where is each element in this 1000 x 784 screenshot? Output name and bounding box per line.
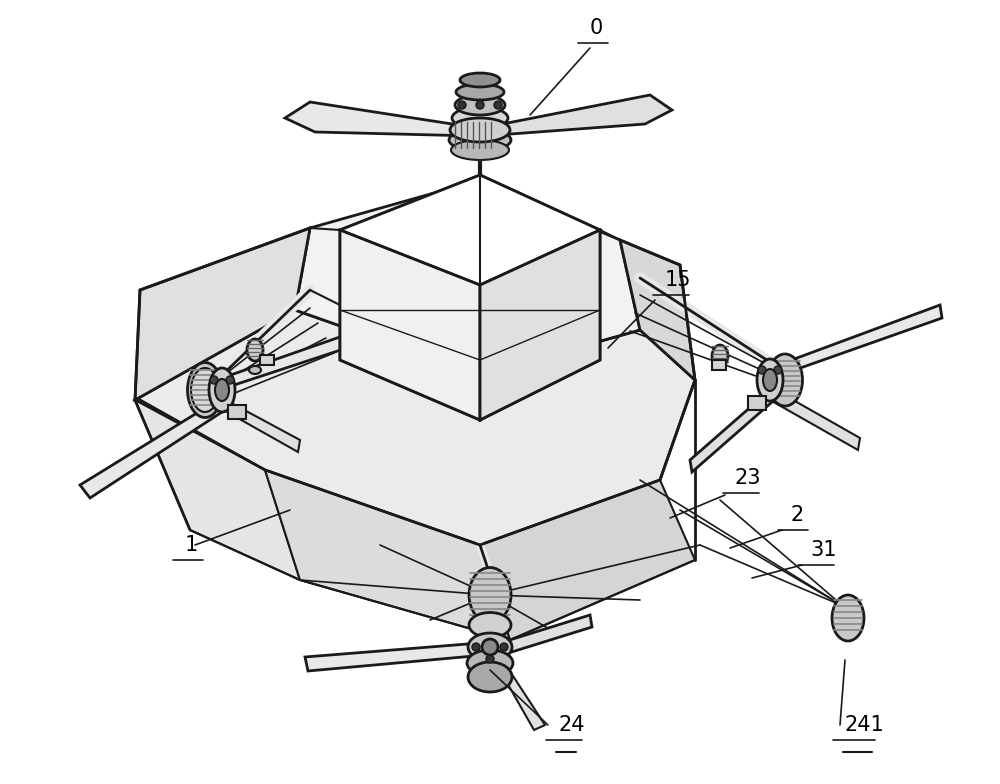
Ellipse shape [249, 366, 261, 374]
Ellipse shape [832, 595, 864, 641]
Ellipse shape [468, 633, 512, 661]
Polygon shape [222, 330, 365, 388]
Ellipse shape [494, 101, 502, 109]
Ellipse shape [455, 95, 505, 115]
Polygon shape [285, 102, 478, 136]
Text: 1: 1 [185, 535, 198, 555]
Polygon shape [80, 400, 222, 498]
Ellipse shape [209, 368, 235, 412]
Ellipse shape [247, 339, 263, 361]
Ellipse shape [486, 655, 494, 663]
Bar [260, 355, 274, 365]
Polygon shape [770, 388, 860, 450]
Ellipse shape [774, 366, 782, 374]
Ellipse shape [191, 368, 219, 412]
Ellipse shape [188, 362, 222, 418]
Ellipse shape [766, 381, 774, 389]
Text: 24: 24 [558, 715, 584, 735]
Text: 2: 2 [790, 505, 803, 525]
Polygon shape [305, 643, 485, 671]
Polygon shape [482, 95, 672, 136]
Polygon shape [135, 228, 310, 400]
Polygon shape [770, 305, 942, 378]
Polygon shape [340, 175, 600, 420]
Text: 15: 15 [665, 270, 692, 290]
Text: 23: 23 [735, 468, 762, 488]
Polygon shape [135, 310, 695, 545]
Polygon shape [220, 398, 300, 452]
Ellipse shape [452, 107, 508, 129]
Ellipse shape [482, 639, 498, 655]
Polygon shape [295, 180, 640, 375]
Polygon shape [620, 240, 695, 380]
Bar [748, 396, 766, 410]
Bar [228, 405, 246, 419]
Ellipse shape [500, 643, 508, 651]
Polygon shape [340, 230, 480, 420]
Ellipse shape [449, 129, 511, 151]
Ellipse shape [472, 643, 480, 651]
Polygon shape [135, 400, 300, 580]
Ellipse shape [758, 366, 766, 374]
Ellipse shape [210, 376, 218, 384]
Polygon shape [494, 653, 545, 730]
Ellipse shape [226, 376, 234, 384]
Ellipse shape [757, 359, 783, 401]
Text: 0: 0 [590, 18, 603, 38]
Ellipse shape [712, 345, 728, 367]
Text: 31: 31 [810, 540, 836, 560]
Polygon shape [690, 390, 772, 472]
Bar [712, 360, 726, 370]
Ellipse shape [469, 612, 511, 637]
Ellipse shape [768, 354, 802, 406]
Polygon shape [480, 480, 695, 640]
Polygon shape [480, 230, 600, 420]
Polygon shape [265, 470, 510, 640]
Ellipse shape [218, 391, 226, 399]
Ellipse shape [460, 73, 500, 87]
Text: 241: 241 [845, 715, 885, 735]
Polygon shape [340, 175, 600, 285]
Ellipse shape [450, 118, 510, 142]
Polygon shape [500, 615, 592, 655]
Ellipse shape [467, 650, 513, 676]
Ellipse shape [215, 379, 229, 401]
Ellipse shape [451, 140, 509, 160]
Ellipse shape [469, 568, 511, 622]
Ellipse shape [476, 101, 484, 109]
Ellipse shape [458, 101, 466, 109]
Ellipse shape [456, 84, 504, 100]
Ellipse shape [468, 662, 512, 692]
Ellipse shape [763, 369, 777, 391]
